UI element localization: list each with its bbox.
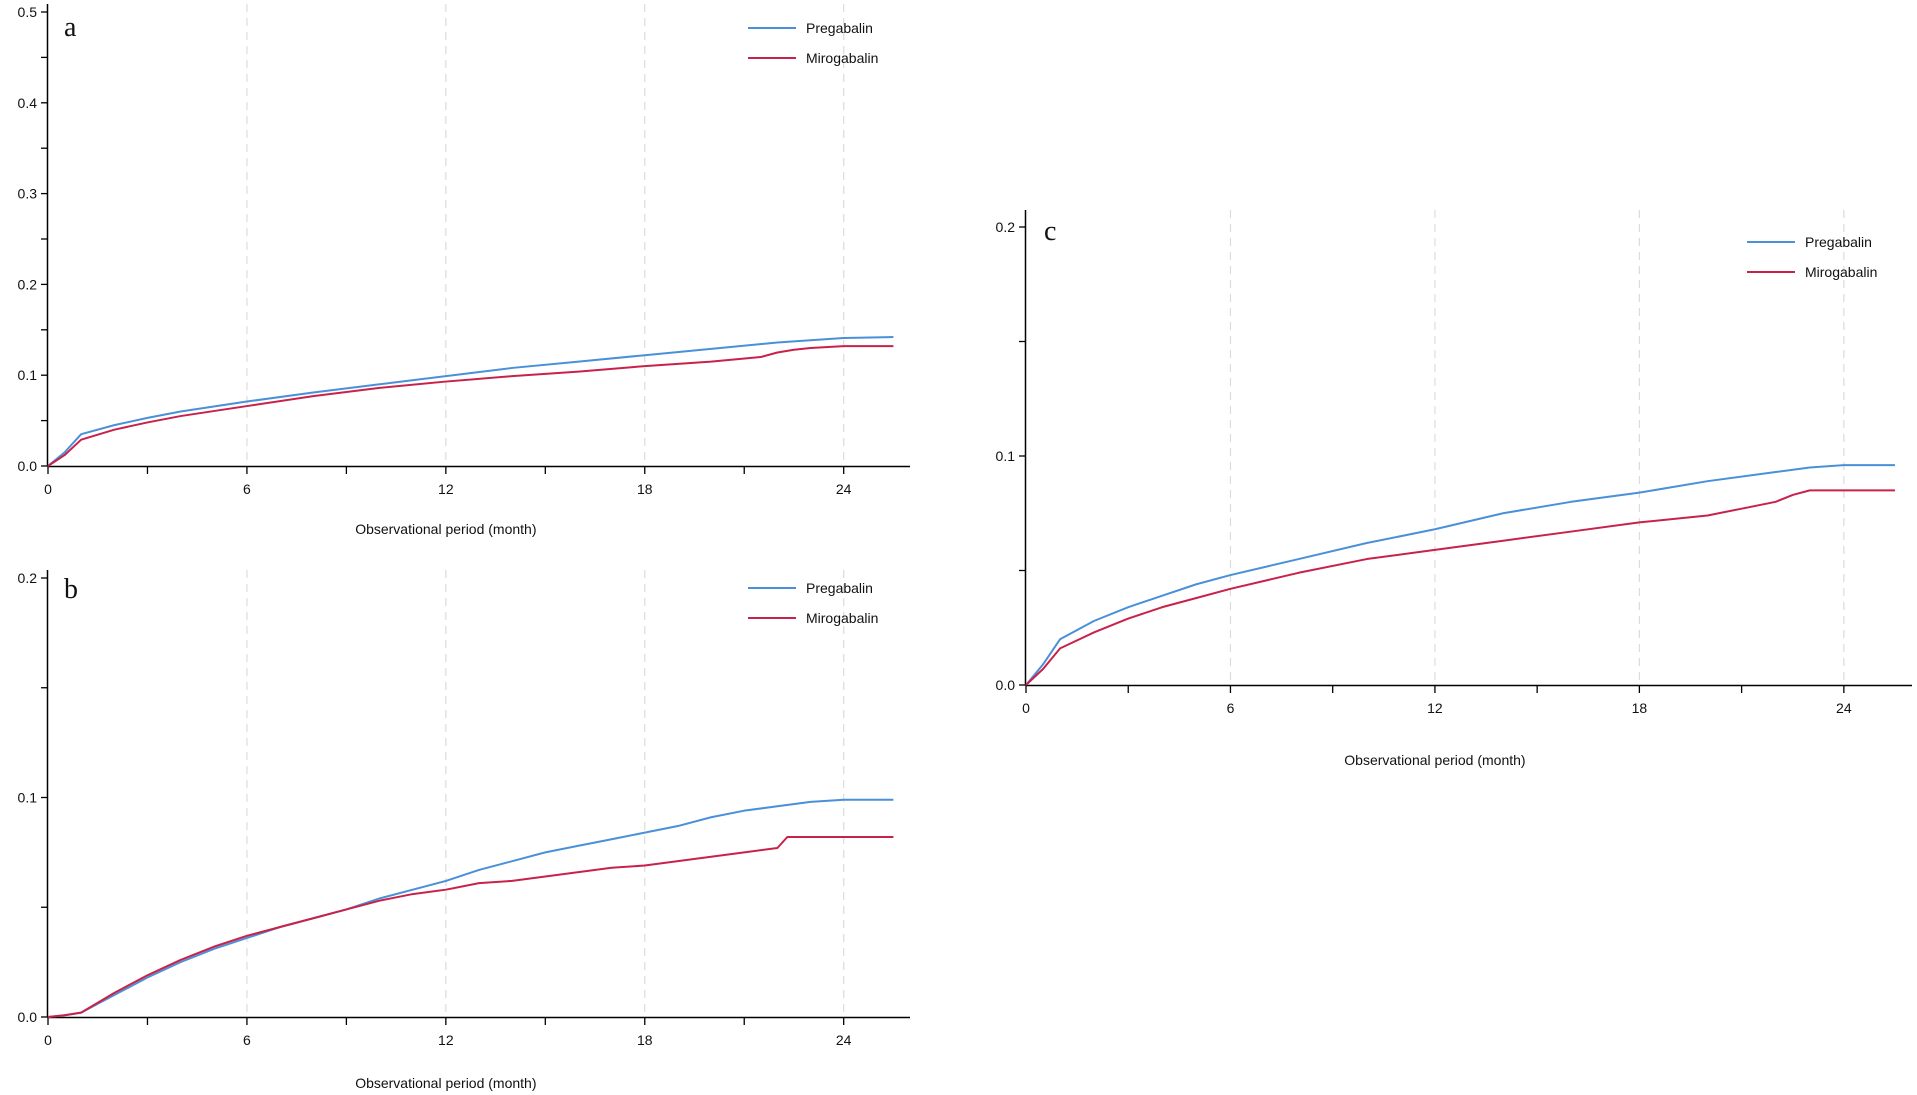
series-line-pregabalin <box>47 798 894 1018</box>
x-tick-label: 6 <box>243 1032 251 1048</box>
x-axis-label: Observational period (month) <box>355 521 536 537</box>
x-tick-label: 6 <box>1227 700 1235 716</box>
chart-c: 0.0 0.1 0.2 0 6 12 18 24 Observational period (m… <box>996 210 1912 768</box>
y-tick-label: 0.0 <box>996 677 1016 693</box>
series-line-pregabalin <box>47 336 894 467</box>
x-tick-label: 24 <box>836 481 852 497</box>
x-axis-label: Observational period (month) <box>355 1075 536 1091</box>
series-line-mirogabalin <box>47 345 894 467</box>
x-tick-label: 24 <box>1836 700 1852 716</box>
chart-b: 0.0 0.1 0.2 0 6 12 18 24 Observational period (m… <box>18 570 910 1091</box>
y-tick-label: 0.5 <box>18 4 38 20</box>
legend-label-pregabalin: Pregabalin <box>1805 234 1872 250</box>
y-tick-label: 0.1 <box>996 448 1016 464</box>
x-tick-label: 18 <box>637 481 653 497</box>
chart-a: 0.0 0.1 0.2 0.3 0.4 0.5 0 6 12 18 24 Observational … <box>18 4 910 537</box>
y-tick-label: 0.3 <box>18 186 38 202</box>
panel-c: 0.0 0.1 0.2 0 6 12 18 24 Observational period (m… <box>960 200 1917 800</box>
panel-letter: b <box>64 574 78 605</box>
y-tick-label: 0.2 <box>996 219 1016 235</box>
series-line-mirogabalin <box>1025 489 1895 686</box>
legend-label-pregabalin: Pregabalin <box>806 580 873 596</box>
x-axis-label: Observational period (month) <box>1344 752 1525 768</box>
series-line-pregabalin <box>1025 464 1895 686</box>
legend-label-mirogabalin: Mirogabalin <box>806 610 878 626</box>
y-tick-label: 0.0 <box>18 1009 38 1025</box>
legend-label-pregabalin: Pregabalin <box>806 20 873 36</box>
x-tick-label: 12 <box>438 481 454 497</box>
y-tick-label: 0.2 <box>18 276 38 292</box>
x-tick-label: 0 <box>44 481 52 497</box>
x-tick-label: 12 <box>1427 700 1443 716</box>
x-tick-label: 0 <box>1022 700 1030 716</box>
y-tick-label: 0.0 <box>18 458 38 474</box>
x-tick-label: 0 <box>44 1032 52 1048</box>
x-tick-label: 24 <box>836 1032 852 1048</box>
x-tick-label: 6 <box>243 481 251 497</box>
x-tick-label: 18 <box>1632 700 1648 716</box>
legend-label-mirogabalin: Mirogabalin <box>806 50 878 66</box>
y-tick-label: 0.1 <box>18 367 38 383</box>
panel-letter: c <box>1044 216 1056 247</box>
series-line-mirogabalin <box>47 836 894 1018</box>
y-tick-label: 0.4 <box>18 95 38 111</box>
panel-a: 0.0 0.1 0.2 0.3 0.4 0.5 0 6 12 18 24 Observational … <box>0 0 920 560</box>
x-tick-label: 18 <box>637 1032 653 1048</box>
y-tick-label: 0.1 <box>18 790 38 806</box>
x-tick-label: 12 <box>438 1032 454 1048</box>
legend-label-mirogabalin: Mirogabalin <box>1805 264 1877 280</box>
panel-b: 0.0 0.1 0.2 0 6 12 18 24 Observational period (m… <box>0 560 920 1095</box>
y-tick-label: 0.2 <box>18 570 38 586</box>
panel-letter: a <box>64 12 77 43</box>
